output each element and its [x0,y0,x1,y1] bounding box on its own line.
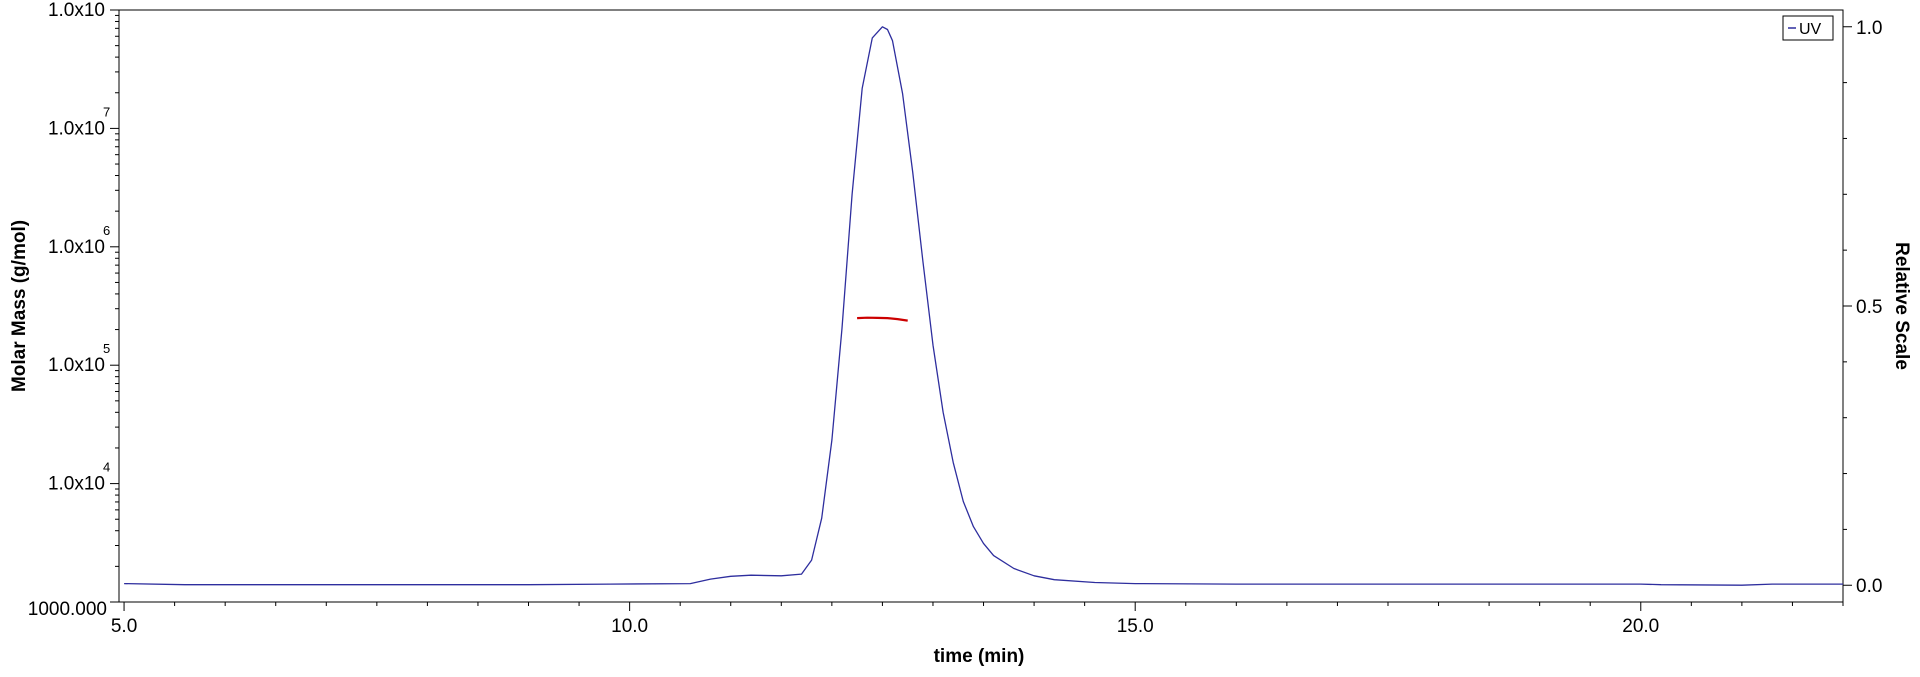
y-right-tick-label: 1.0 [1856,18,1882,39]
ticks-layer [110,9,1852,611]
y-left-tick-exponent: 5 [103,341,110,356]
y-axis-left-title: Molar Mass (g/mol) [9,220,30,392]
y-left-tick-label: 1000.000 [28,599,107,620]
plot-frame [118,9,1844,603]
y-left-tick-exponent: 7 [103,104,110,119]
legend-box [1782,15,1834,41]
labels-layer: 5.0 10.0 15.0 20.01000.0001.0x1041.0x1051.0… [28,0,1883,637]
series-line-uv [124,26,1843,586]
y-left-tick-label: 1.0x10 [48,0,105,21]
y-left-tick-label: 1.0x10 [48,355,105,376]
y-left-tick-label: 1.0x10 [48,118,105,139]
x-axis-title: time (min) [934,646,1025,667]
series-line-molar-mass [857,316,908,322]
x-tick-label: 20.0 [1622,616,1659,637]
y-left-tick-exponent: 6 [103,223,110,238]
y-right-tick-label: 0.0 [1856,576,1882,597]
legend: UV [1782,15,1834,41]
x-tick-label: 10.0 [611,616,648,637]
y-left-tick-exponent: 4 [103,460,110,475]
y-right-tick-label: 0.5 [1856,297,1882,318]
y-left-tick-label: 1.0x10 [48,237,105,258]
y-left-tick-label: 1.0x10 [48,474,105,495]
y-axis-right-title: Relative Scale [1891,242,1912,370]
series-layer [124,26,1843,586]
y-left-tick-exponent: 8 [103,0,110,1]
x-tick-label: 5.0 [111,616,137,637]
x-tick-label: 15.0 [1117,616,1154,637]
legend-label-uv: UV [1799,21,1822,38]
